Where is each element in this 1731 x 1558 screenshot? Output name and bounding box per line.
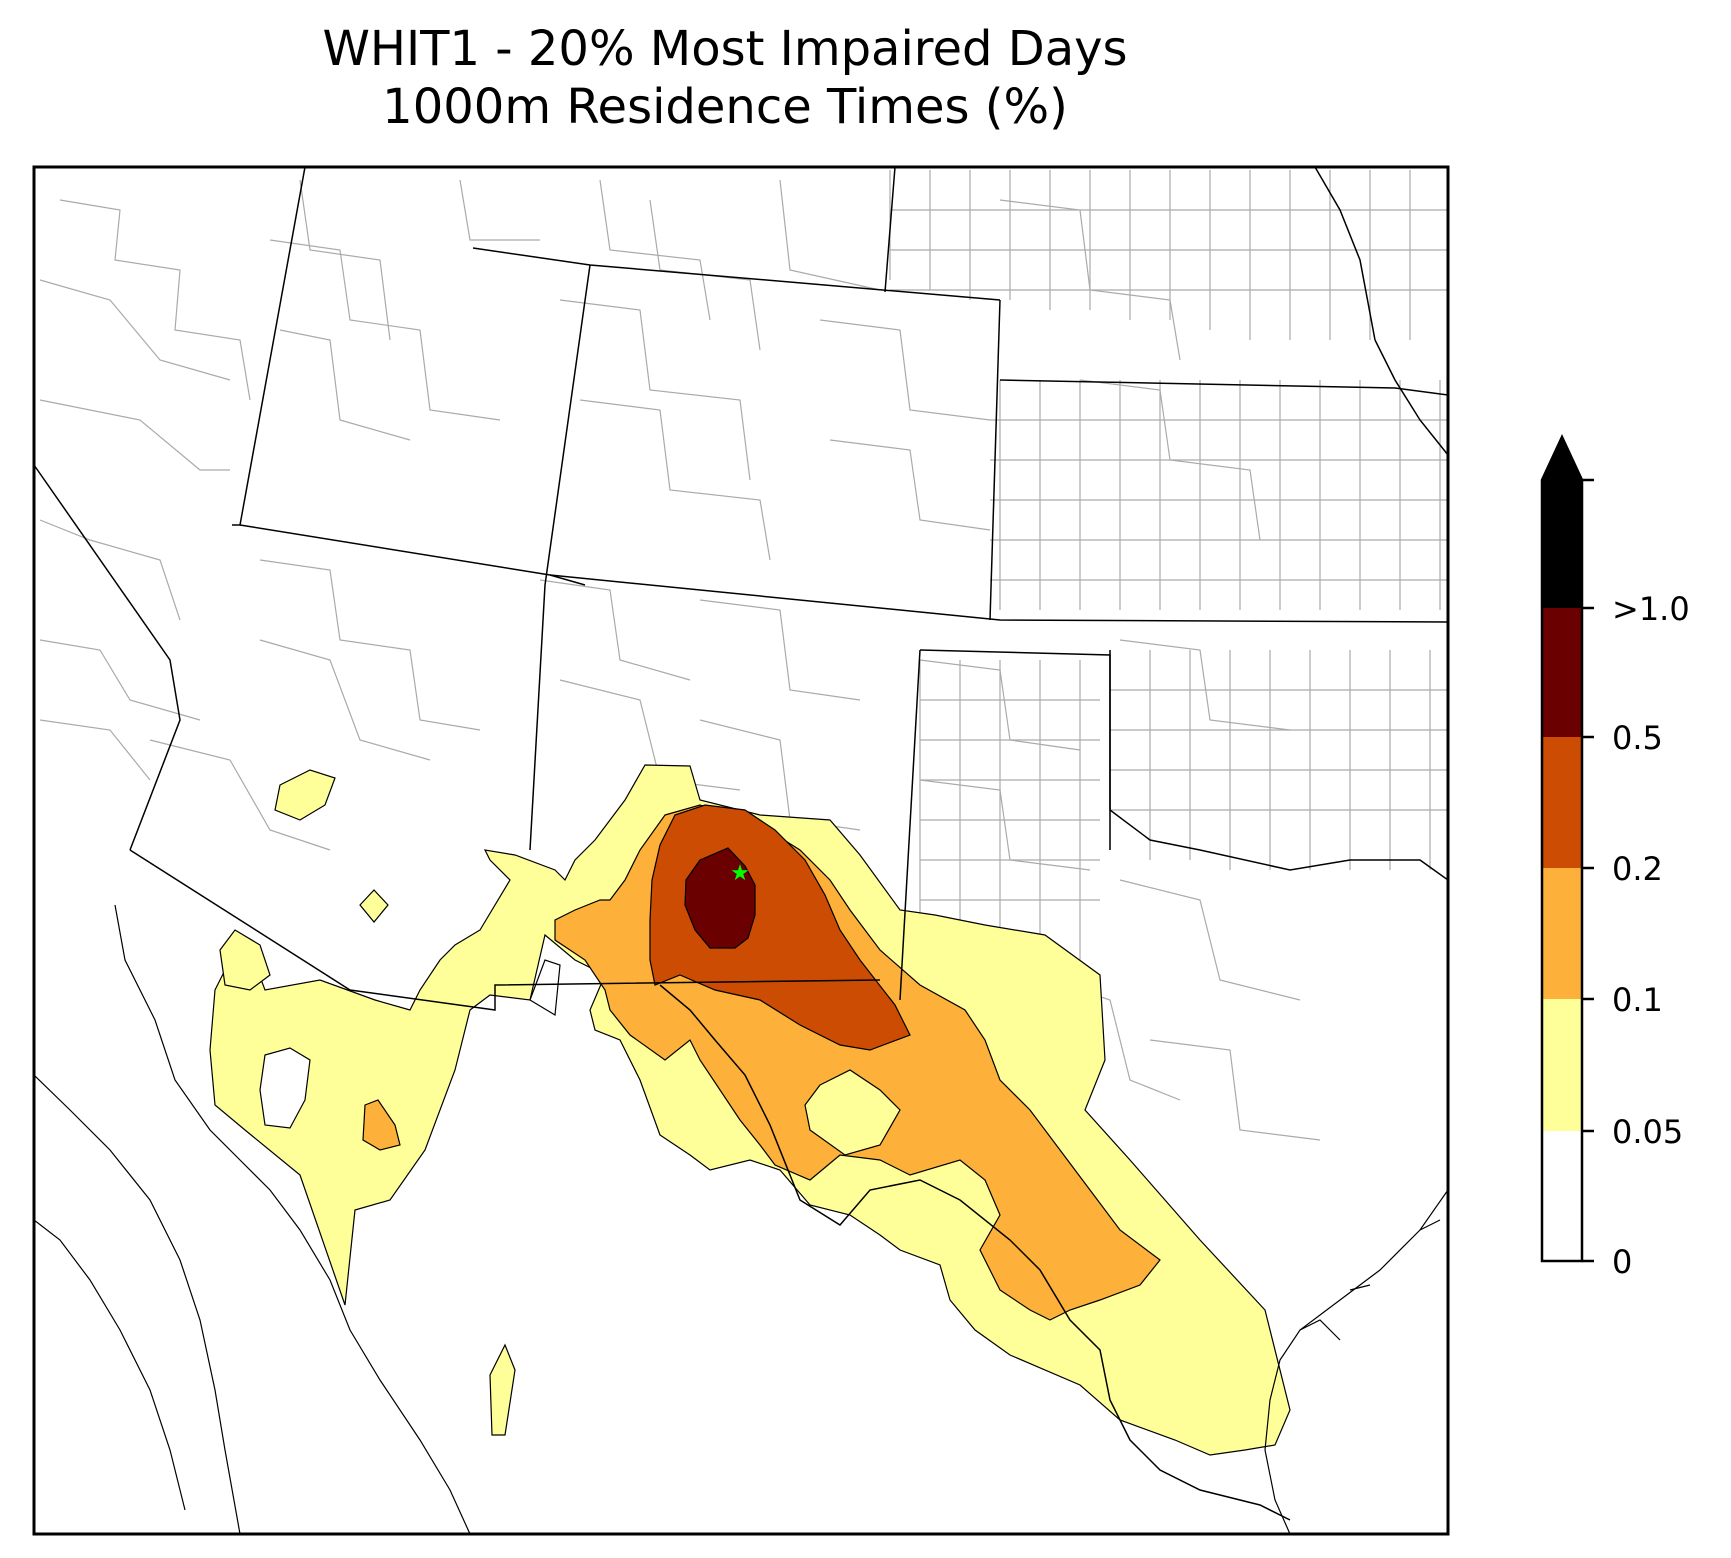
receptor-star-icon: ★ bbox=[730, 861, 750, 886]
border-az-nv bbox=[34, 464, 181, 851]
colorbar-tick-label-1: 0.05 bbox=[1612, 1113, 1683, 1151]
colorbar-tick-label-5: >1.0 bbox=[1612, 590, 1690, 628]
border-ut-co bbox=[529, 264, 591, 851]
colorbar-tick-label-2: 0.1 bbox=[1612, 981, 1663, 1019]
contour-0.5-1.0 bbox=[684, 847, 756, 949]
title-line-2: 1000m Residence Times (%) bbox=[382, 79, 1068, 135]
colorbar-tick-label-3: 0.2 bbox=[1612, 850, 1663, 888]
contour-yellow-blob-3 bbox=[489, 1343, 516, 1436]
colorbar-ticks bbox=[1582, 478, 1594, 1263]
border-ne-ia bbox=[1374, 339, 1448, 456]
contour-hole-3 bbox=[804, 1069, 901, 1156]
county-grid bbox=[889, 170, 1448, 960]
map-area: ★ bbox=[34, 167, 1448, 1534]
chart-title: WHIT1 - 20% Most Impaired Days 1000m Res… bbox=[0, 20, 1450, 136]
colorbar-outline bbox=[1540, 434, 1584, 1263]
contour-orange-west bbox=[362, 1099, 401, 1151]
border-co-ks bbox=[989, 299, 1001, 621]
colorbar-extend-arrow bbox=[1542, 437, 1582, 480]
contour-hole-2 bbox=[529, 959, 561, 1017]
colorbar-seg-5 bbox=[1542, 480, 1582, 608]
colorbar-seg-4 bbox=[1542, 608, 1582, 737]
state-boundaries bbox=[34, 167, 1448, 1521]
border-ks-ok bbox=[1109, 650, 1448, 881]
colorbar-seg-0 bbox=[1542, 1131, 1582, 1261]
contour-maroon-core bbox=[684, 847, 756, 949]
colorbar: 0 0.05 0.1 0.2 0.5 >1.0 bbox=[1540, 434, 1690, 1281]
colorbar-seg-1 bbox=[1542, 999, 1582, 1131]
contour-yellow-blob-2 bbox=[359, 889, 389, 923]
contour-yellow-blob-1 bbox=[274, 769, 336, 821]
border-ks-ne bbox=[999, 379, 1448, 396]
border-nd-mn bbox=[1314, 167, 1376, 341]
border-wy-ne bbox=[884, 167, 896, 293]
border-nm-tx bbox=[919, 649, 1111, 850]
colorbar-seg-2 bbox=[1542, 868, 1582, 999]
contour-yellow-west bbox=[219, 929, 271, 991]
border-co-nm bbox=[549, 574, 1448, 623]
map-frame bbox=[32, 165, 1450, 1536]
county-boundaries bbox=[39, 179, 1321, 1141]
title-line-1: WHIT1 - 20% Most Impaired Days bbox=[322, 21, 1128, 77]
colorbar-seg-3 bbox=[1542, 737, 1582, 868]
colorbar-tick-label-4: 0.5 bbox=[1612, 719, 1663, 757]
contour-hole-1 bbox=[259, 1047, 311, 1129]
colorbar-tick-label-0: 0 bbox=[1612, 1243, 1632, 1281]
coastline bbox=[34, 904, 1448, 1534]
border-az-mex bbox=[129, 849, 881, 1011]
border-rio-grande bbox=[659, 984, 1291, 1521]
border-co-wy bbox=[472, 247, 1001, 301]
border-nm-tx-west bbox=[899, 649, 921, 1001]
